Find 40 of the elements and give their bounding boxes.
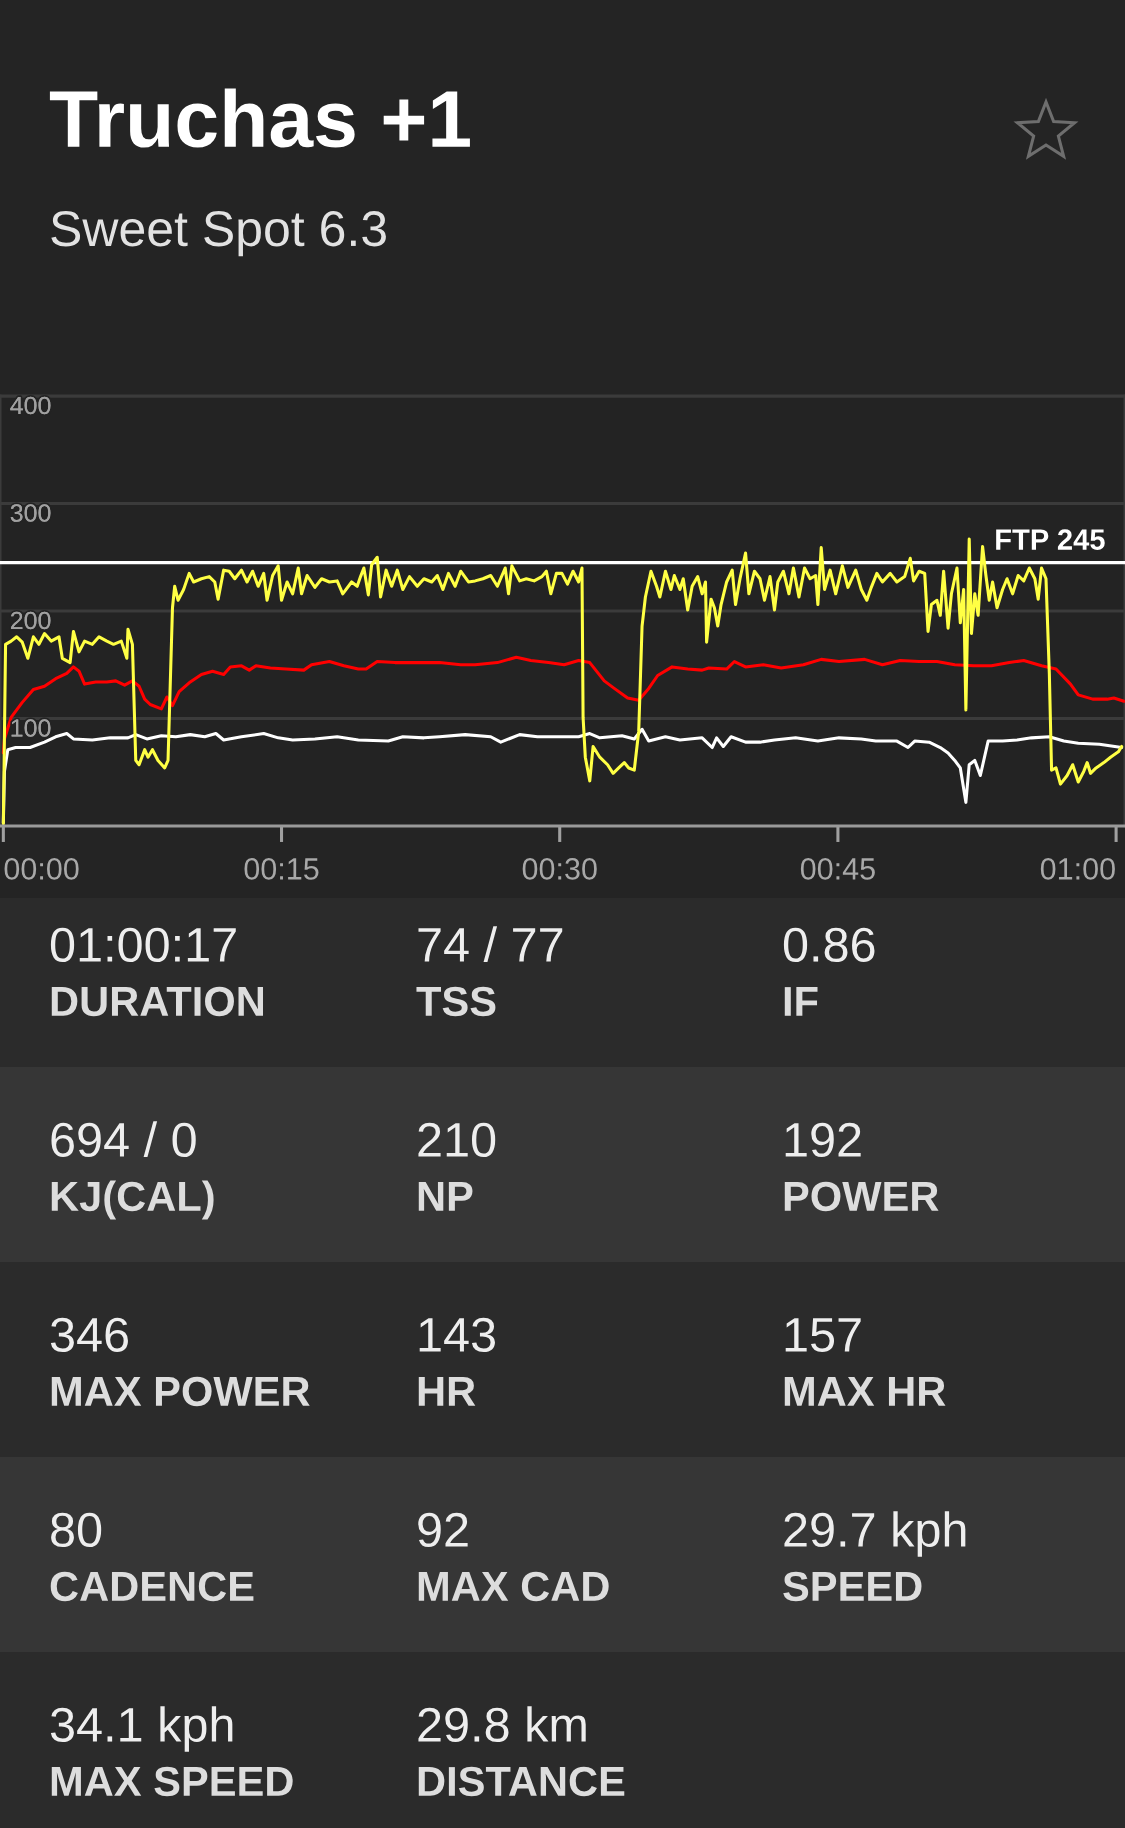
text: 0.86 <box>783 927 875 963</box>
text: 34.1 kph <box>50 1706 233 1752</box>
text: 346 <box>50 1317 128 1353</box>
text: MAX SPEED <box>51 1766 293 1797</box>
text: IF <box>784 987 818 1016</box>
x-tick-label: 00:45 <box>800 858 875 880</box>
text: 192 <box>785 1122 861 1158</box>
y-tick-label: 300 <box>10 504 51 522</box>
text: 01:00:17 <box>50 927 236 963</box>
text: 92 <box>418 1512 468 1548</box>
text: SPEED <box>783 1571 922 1602</box>
text: KJ(CAL) <box>51 1180 214 1220</box>
text: 210 <box>418 1122 496 1158</box>
x-tick-label: 01:00 <box>1040 858 1115 880</box>
text: 80 <box>51 1512 102 1548</box>
ref-line-label: FTP 245 <box>996 529 1105 550</box>
text: TSS <box>416 986 496 1017</box>
text: 29.7 kph <box>784 1511 966 1557</box>
text: HR <box>418 1377 476 1406</box>
y-tick-label: 400 <box>10 396 51 415</box>
text: MAX CAD <box>418 1571 609 1602</box>
x-tick-label: 00:30 <box>522 858 597 880</box>
text: 143 <box>419 1317 495 1353</box>
chart-subtitle: Sweet Spot 6.3 <box>51 211 386 257</box>
x-tick-label: 00:00 <box>4 858 79 880</box>
x-tick-label: 00:15 <box>244 858 319 880</box>
text: POWER <box>784 1181 939 1212</box>
text: CADENCE <box>50 1571 254 1602</box>
chart-title: Truchas +1 <box>49 88 470 148</box>
y-tick-label: 200 <box>10 611 51 630</box>
text: DURATION <box>51 986 264 1017</box>
text: 694 / 0 <box>51 1121 196 1158</box>
text: MAX POWER <box>51 1376 310 1407</box>
text: DISTANCE <box>418 1766 625 1797</box>
text: NP <box>418 1182 473 1211</box>
text: 157 <box>785 1318 861 1353</box>
y-tick-label: 100 <box>11 719 51 737</box>
text: MAX HR <box>784 1377 946 1406</box>
text: 29.8 km <box>418 1706 586 1743</box>
text: 74 / 77 <box>418 926 563 963</box>
